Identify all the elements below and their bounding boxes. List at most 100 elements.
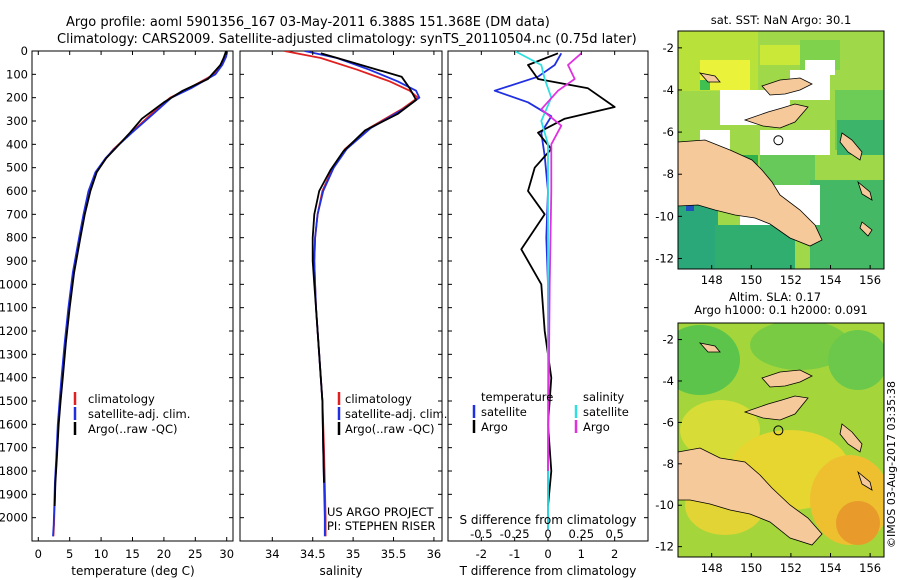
legend-label-s-argo: Argo xyxy=(583,420,610,434)
legend-label-satellite: satellite-adj. clim. xyxy=(345,407,447,421)
temperature-x-tick-label: 20 xyxy=(157,547,172,561)
sla-map-lat-label: -12 xyxy=(655,540,674,554)
sla-map-blob xyxy=(680,400,760,460)
difference-x-tick-label: 2 xyxy=(611,547,618,561)
salinity-line-argo xyxy=(311,52,418,483)
sst-map-axes: 148 150 152 154 156 -2 -4 -6 -8 -10 -12 xyxy=(655,41,881,287)
temperature-panel xyxy=(31,50,234,542)
difference-xlabel-top: S difference from climatology xyxy=(460,513,637,527)
salinity-panel xyxy=(239,50,443,542)
difference-x-tick-label: 1 xyxy=(578,547,585,561)
depth-tick-label: 1600 xyxy=(0,417,28,431)
temperature-x-tick-label: 25 xyxy=(188,547,203,561)
sla-map-lat-label: -4 xyxy=(663,374,674,388)
salinity-diff-tick-label: -0.5 xyxy=(470,527,492,541)
pi-credit: PI: STEPHEN RISER xyxy=(327,519,436,533)
depth-tick-label: 600 xyxy=(6,184,28,198)
title-line-2: Climatology: CARS2009. Satellite-adjuste… xyxy=(57,32,637,47)
depth-tick-label: 400 xyxy=(6,137,28,151)
sst-map-lat-label: -12 xyxy=(655,251,674,265)
sla-map-lon-label: 154 xyxy=(820,561,842,575)
temperature-xlabel: temperature (deg C) xyxy=(71,564,194,578)
depth-tick-label: 2000 xyxy=(0,511,28,525)
depth-tick-label: 1000 xyxy=(0,277,28,291)
legend-label-climatology: climatology xyxy=(88,392,155,406)
sst-map-lon-label: 148 xyxy=(701,273,723,287)
temperature-lines xyxy=(52,51,229,537)
sla-map-axes: 148 150 152 154 156 -2 -4 -6 -8 -10 -12 xyxy=(655,333,881,575)
land-new-britain xyxy=(743,103,809,129)
temperature-x-tick-label: 0 xyxy=(35,547,42,561)
sla-map-lon-label: 152 xyxy=(780,561,802,575)
difference-line-s-satellite xyxy=(514,51,553,530)
legend-label-s-satellite: satellite xyxy=(583,405,629,419)
sst-map-lat-label: -6 xyxy=(663,125,674,139)
legend-title-salinity: salinity xyxy=(583,390,624,404)
land-island xyxy=(859,221,873,237)
difference-lines xyxy=(493,51,616,530)
sst-map-title: sat. SST: NaN Argo: 30.1 xyxy=(711,13,852,27)
difference-xlabel: T difference from climatology xyxy=(459,564,637,578)
land-island xyxy=(698,72,721,83)
salinity-x-tick-label: 35 xyxy=(346,547,361,561)
difference-line-s-argo xyxy=(540,52,582,472)
legend-label-climatology: climatology xyxy=(345,392,412,406)
sla-map-blob xyxy=(836,501,880,545)
legend-label-argo: Argo(..raw -QC) xyxy=(345,422,435,436)
salinity-legend: climatology satellite-adj. clim. Argo(..… xyxy=(337,392,447,436)
depth-tick-label: 700 xyxy=(6,207,28,221)
sst-map-lat-label: -10 xyxy=(655,209,674,223)
depth-tick-label: 1100 xyxy=(0,301,28,315)
sst-map-cell xyxy=(810,180,884,269)
land-bougainville xyxy=(839,132,863,161)
sst-map-cell xyxy=(686,203,694,211)
sst-map-no-data xyxy=(760,130,830,155)
sla-map-lat-label: -2 xyxy=(663,333,674,347)
sla-map-lon-label: 148 xyxy=(701,561,723,575)
sla-map-lat-label: -6 xyxy=(663,415,674,429)
salinity-diff-tick-label: 0 xyxy=(544,527,551,541)
temperature-legend: climatology satellite-adj. clim. Argo(..… xyxy=(73,392,190,436)
difference-x-tick-label: -2 xyxy=(476,547,487,561)
title-line-1: Argo profile: aoml 5901356_167 03-May-20… xyxy=(66,15,550,30)
depth-tick-label: 1900 xyxy=(0,487,28,501)
land-island xyxy=(698,342,721,353)
temperature-x-tick-label: 30 xyxy=(219,547,234,561)
sst-map-lat-label: -2 xyxy=(663,41,674,55)
imos-stamp: ©IMOS 03-Aug-2017 03:35:38 xyxy=(885,381,898,548)
sla-map-frame xyxy=(677,322,885,558)
sst-map-no-data xyxy=(805,60,835,75)
salinity-x-tick-label: 34.5 xyxy=(300,547,326,561)
sla-map-blob xyxy=(750,323,850,370)
land-island xyxy=(857,180,873,201)
depth-tick-label: 200 xyxy=(6,91,28,105)
difference-x-tick-label: -1 xyxy=(509,547,520,561)
depth-tick-label: 1200 xyxy=(0,324,28,338)
land-bougainville xyxy=(839,423,863,453)
sst-map-cell xyxy=(678,200,718,269)
salinity-diff-tick-label: -0.25 xyxy=(500,527,530,541)
sst-map xyxy=(678,31,884,269)
temperature-x-tick-label: 15 xyxy=(125,547,140,561)
salinity-xlabel: salinity xyxy=(319,564,362,578)
land-new-ireland xyxy=(761,369,813,388)
sla-map-lon-label: 150 xyxy=(740,561,762,575)
temperature-x-tick-label: 5 xyxy=(66,547,73,561)
depth-tick-label: 1500 xyxy=(0,394,28,408)
legend-label-t-argo: Argo xyxy=(481,420,508,434)
legend-label-argo: Argo(..raw -QC) xyxy=(88,422,178,436)
land-new-guinea xyxy=(678,139,823,247)
sst-map-lon-label: 150 xyxy=(740,273,762,287)
sla-map xyxy=(678,323,884,557)
salinity-diff-tick-label: 0.5 xyxy=(606,527,624,541)
temperature-line-argo xyxy=(53,51,227,507)
land-new-britain xyxy=(743,395,809,421)
legend-title-temperature: temperature xyxy=(481,390,553,404)
sst-map-lon-label: 156 xyxy=(859,273,881,287)
sst-map-frame xyxy=(677,30,885,270)
difference-legend: temperature salinity satellite Argo sate… xyxy=(472,390,629,434)
depth-tick-label: 900 xyxy=(6,254,28,268)
sst-map-argo-position-marker xyxy=(773,135,784,146)
sla-map-lat-label: -8 xyxy=(663,457,674,471)
